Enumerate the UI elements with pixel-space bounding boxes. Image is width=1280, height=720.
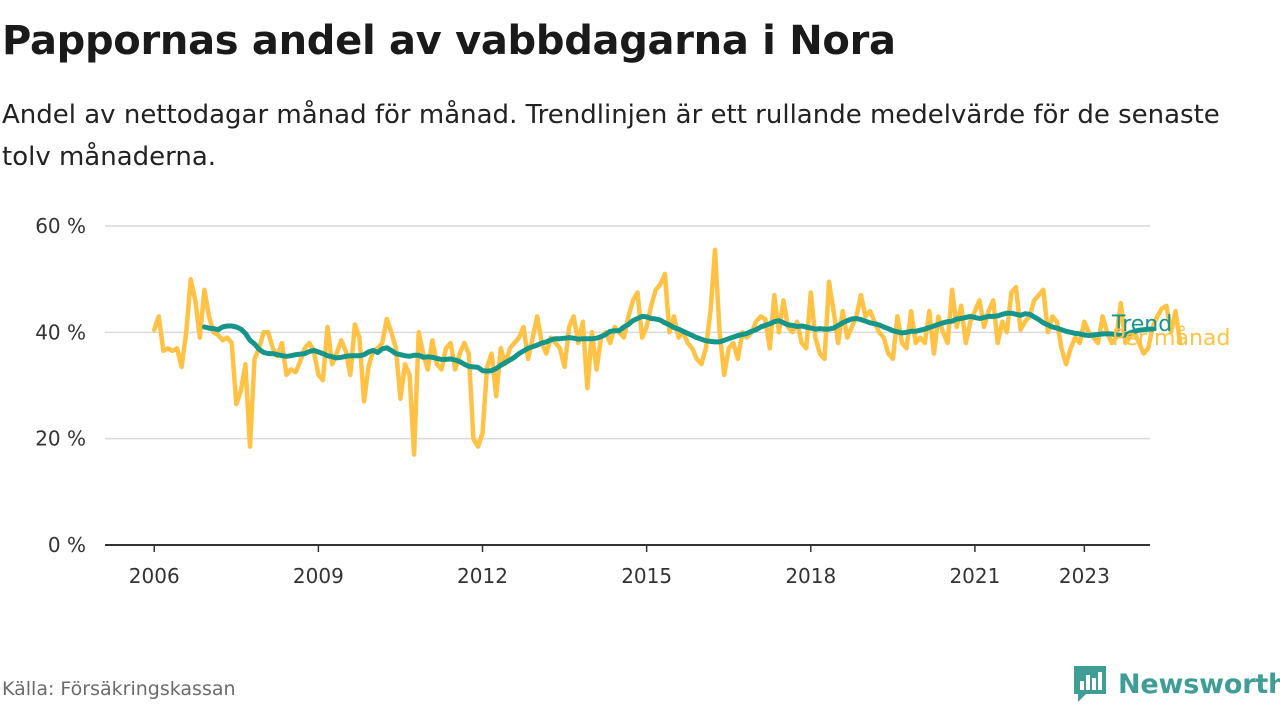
- x-tick-label: 2018: [785, 564, 836, 588]
- x-tick-label: 2009: [293, 564, 344, 588]
- chart-subtitle: Andel av nettodagar månad för månad. Tre…: [2, 100, 1220, 172]
- y-tick-label: 60 %: [35, 214, 86, 238]
- chart-title: Pappornas andel av vabbdagarna i Nora: [2, 18, 896, 64]
- x-tick-label: 2015: [621, 564, 672, 588]
- x-tick-label: 2006: [129, 564, 180, 588]
- newsworthy-logo-icon: [1074, 666, 1106, 702]
- x-tick-label: 2021: [949, 564, 1000, 588]
- brand-name: Newsworthy: [1118, 668, 1280, 700]
- y-tick-label: 40 %: [35, 320, 86, 344]
- y-tick-label: 0 %: [48, 533, 86, 557]
- y-tick-label: 20 %: [35, 427, 86, 451]
- source-note: Källa: Försäkringskassan: [2, 678, 236, 700]
- series-label-trend: Trend: [1111, 312, 1172, 337]
- x-tick-label: 2023: [1059, 564, 1110, 588]
- series-line-trend: [201, 310, 1156, 374]
- series-label-per-manad: Per månad: [1112, 325, 1230, 351]
- x-tick-label: 2012: [457, 564, 508, 588]
- brand-logo: Newsworthy: [1072, 664, 1280, 704]
